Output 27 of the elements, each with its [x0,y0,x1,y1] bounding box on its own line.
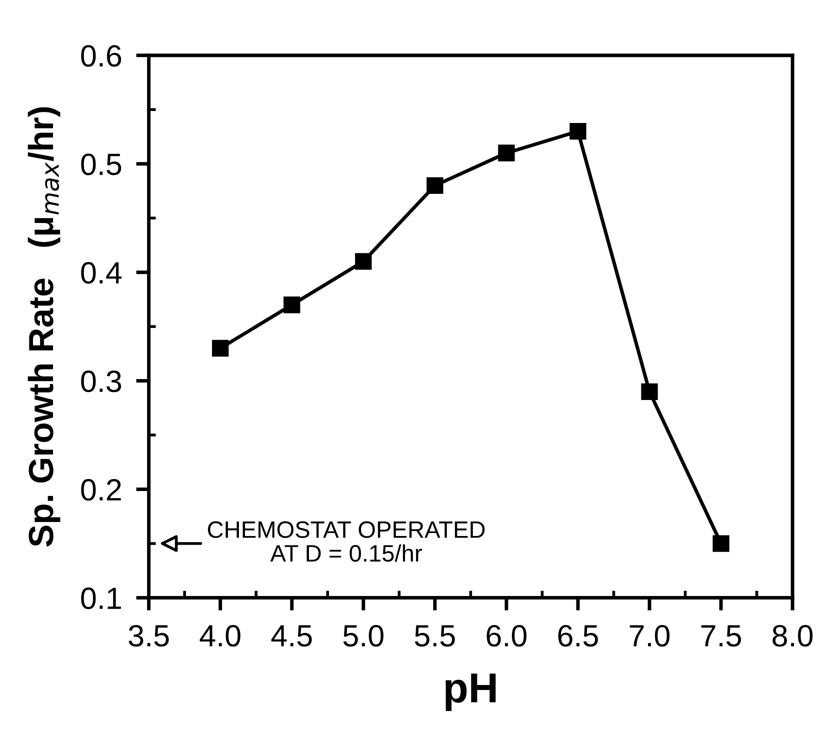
point [426,177,444,194]
x-tick-label: 7.5 [701,625,741,647]
point [498,144,515,162]
y-tick-label: 0.3 [81,370,122,392]
point [284,296,300,314]
x-tick-label: 4.5 [271,625,312,647]
point [355,253,372,270]
y-tick-label: 0.2 [81,479,121,501]
x-tick-label: 3.5 [128,624,169,647]
x-tick-label: 8.0 [772,624,813,647]
x-tick-label: 5.5 [414,625,455,647]
point [641,383,658,400]
y-tick-label: 0.5 [81,154,122,176]
x-tick-label: 6.5 [558,624,598,647]
y-tick-label: 0.6 [81,45,122,67]
x-tick-label: 5.0 [343,624,384,647]
point [570,122,586,140]
y-tick-label: 0.1 [81,588,121,610]
y-tick-label: 0.4 [81,262,122,284]
x-tick-label: 6.0 [486,624,526,647]
x-tick-label: 7.0 [630,624,670,647]
y-axis-title: Sp. Growth Rate (μ$_{max}$/hr) [28,107,60,547]
x-axis-title: pH [446,674,496,711]
point [712,535,730,552]
annotation: CHEMOSTAT OPERATED AT D = 0.15/hr [208,521,485,562]
x-tick-label: 4.0 [200,624,240,647]
point [212,340,229,357]
